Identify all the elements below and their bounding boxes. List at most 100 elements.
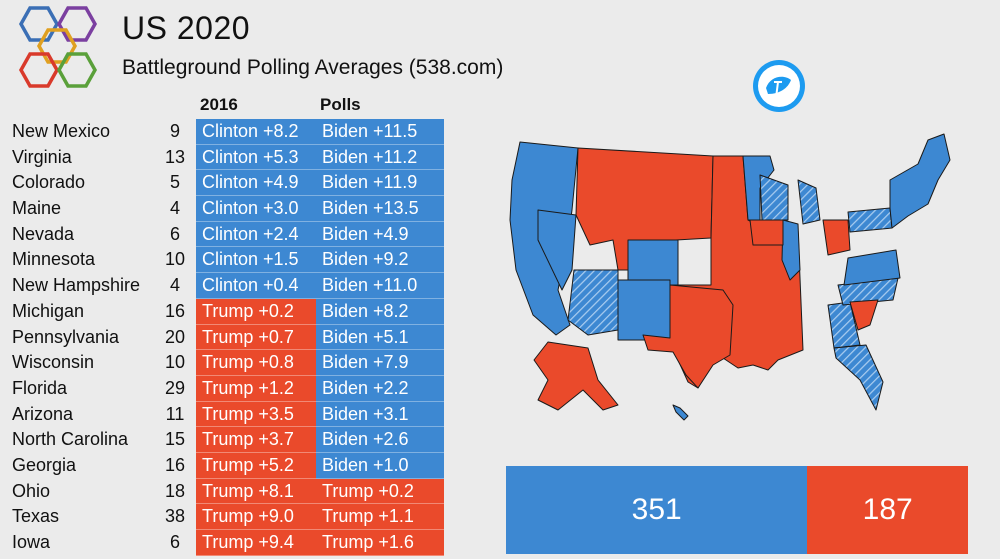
table-row: Texas 38 Trump +9.0 Trump +1.1 (10, 504, 444, 530)
electoral-votes: 4 (169, 198, 180, 219)
ev-bar-label: 187 (862, 493, 913, 526)
state-name: Pennsylvania (12, 326, 120, 347)
poll-cell: Biden +7.9 (316, 350, 444, 376)
poll-cell: Biden +2.2 (316, 375, 444, 402)
result-2016-cell: Trump +5.2 (196, 452, 316, 479)
result-2016-cell: Clinton +1.5 (196, 247, 316, 274)
result-2016-cell: Trump +9.4 (196, 530, 316, 556)
table-row: Iowa 6 Trump +9.4 Trump +1.6 (10, 530, 444, 556)
state-name: New Mexico (12, 121, 111, 141)
state-name: Ohio (12, 480, 51, 501)
map-state-colorado (627, 239, 679, 286)
poll-cell: Biden +13.5 (316, 196, 444, 222)
result-2016-cell: Clinton +4.9 (196, 170, 316, 197)
map-state-arizona (567, 269, 619, 336)
result-2016-cell: Trump +0.7 (196, 324, 316, 351)
state-name: Virginia (12, 146, 72, 167)
poll-cell: Biden +11.0 (316, 273, 444, 299)
table-row: Ohio 18 Trump +8.1 Trump +0.2 (10, 478, 444, 505)
state-name: Minnesota (12, 249, 96, 270)
map-state-south-carolina (849, 299, 879, 331)
electoral-votes: 15 (164, 429, 186, 450)
poll-cell: Trump +1.6 (316, 530, 444, 556)
state-name: Nevada (12, 223, 75, 244)
result-2016-cell: Clinton +0.4 (196, 273, 316, 299)
poll-cell: Biden +11.5 (316, 119, 444, 145)
poll-cell: Biden +2.6 (316, 427, 444, 453)
state-name: Texas (12, 506, 60, 527)
map-region-northeast (889, 133, 951, 229)
twitter-logo-icon[interactable] (744, 58, 814, 114)
map-state-new-mexico (617, 279, 671, 341)
table-row: Georgia 16 Trump +5.2 Biden +1.0 (10, 452, 444, 479)
poll-cell: Biden +11.2 (316, 144, 444, 171)
map-state-texas (642, 284, 734, 389)
state-name: New Hampshire (12, 275, 141, 296)
ev-bar-trump: 187 (807, 466, 968, 554)
table-row: Wisconsin 10 Trump +0.8 Biden +7.9 (10, 350, 444, 376)
poll-cell: Biden +9.2 (316, 247, 444, 274)
electoral-votes: 9 (169, 121, 180, 141)
table-row: Colorado 5 Clinton +4.9 Biden +11.9 (10, 170, 444, 197)
map-state-pennsylvania (847, 207, 893, 233)
map-state-ohio (822, 219, 851, 256)
result-2016-cell: Clinton +2.4 (196, 221, 316, 248)
electoral-votes: 11 (165, 403, 185, 424)
table-row: Florida 29 Trump +1.2 Biden +2.2 (10, 375, 444, 402)
result-2016-cell: Clinton +3.0 (196, 196, 316, 222)
result-2016-cell: Trump +3.7 (196, 427, 316, 453)
table-row: Pennsylvania 20 Trump +0.7 Biden +5.1 (10, 324, 444, 351)
electoral-votes: 13 (164, 146, 186, 167)
table-row: Michigan 16 Trump +0.2 Biden +8.2 (10, 298, 444, 325)
map-state-virginia (843, 249, 901, 286)
us-electoral-map (509, 133, 951, 421)
result-2016-cell: Trump +8.1 (196, 478, 316, 505)
hexagon-logo-icon (18, 6, 98, 88)
state-name: Iowa (12, 532, 51, 552)
electoral-votes: 16 (164, 300, 186, 321)
electoral-votes: 38 (164, 506, 186, 527)
map-state-florida (833, 344, 884, 411)
map-state-alaska (533, 341, 619, 411)
table-row: Virginia 13 Clinton +5.3 Biden +11.2 (10, 144, 444, 171)
state-name: Michigan (12, 300, 85, 321)
table-row: New Mexico 9 Clinton +8.2 Biden +11.5 (10, 119, 444, 145)
electoral-votes: 10 (164, 249, 186, 270)
poll-cell: Biden +8.2 (316, 298, 444, 325)
electoral-votes: 20 (164, 326, 186, 347)
poll-cell: Trump +1.1 (316, 504, 444, 530)
poll-cell: Biden +3.1 (316, 401, 444, 428)
column-header-polls: Polls (320, 95, 361, 114)
table-row: Nevada 6 Clinton +2.4 Biden +4.9 (10, 221, 444, 248)
state-name: Wisconsin (12, 352, 95, 373)
page-subtitle: Battleground Polling Averages (538.com) (122, 56, 504, 79)
electoral-votes: 6 (169, 223, 180, 244)
poll-cell: Biden +11.9 (316, 170, 444, 197)
page-title: US 2020 (122, 10, 251, 46)
electoral-votes: 4 (169, 275, 180, 296)
column-header-2016: 2016 (200, 95, 238, 114)
map-state-illinois (781, 219, 801, 281)
ev-bar-biden: 351 (506, 466, 808, 554)
table-row: New Hampshire 4 Clinton +0.4 Biden +11.0 (10, 273, 444, 299)
poll-cell: Trump +0.2 (316, 478, 444, 505)
result-2016-cell: Clinton +8.2 (196, 119, 316, 145)
poll-cell: Biden +1.0 (316, 452, 444, 479)
table-row: North Carolina 15 Trump +3.7 Biden +2.6 (10, 427, 444, 453)
state-name: Georgia (12, 454, 77, 475)
electoral-votes: 6 (169, 532, 180, 552)
electoral-votes: 16 (164, 454, 186, 475)
state-name: North Carolina (12, 429, 129, 450)
result-2016-cell: Clinton +5.3 (196, 144, 316, 171)
state-name: Florida (12, 377, 68, 398)
poll-cell: Biden +4.9 (316, 221, 444, 248)
state-name: Arizona (12, 403, 74, 424)
result-2016-cell: Trump +1.2 (196, 375, 316, 402)
result-2016-cell: Trump +3.5 (196, 401, 316, 428)
table-row: Maine 4 Clinton +3.0 Biden +13.5 (10, 196, 444, 222)
result-2016-cell: Trump +0.8 (196, 350, 316, 376)
map-state-michigan (797, 179, 821, 225)
polling-table: New Mexico 9 Clinton +8.2 Biden +11.5 Virgin… (10, 119, 444, 556)
table-row: Minnesota 10 Clinton +1.5 Biden +9.2 (10, 247, 444, 274)
map-state-iowa (749, 219, 784, 246)
